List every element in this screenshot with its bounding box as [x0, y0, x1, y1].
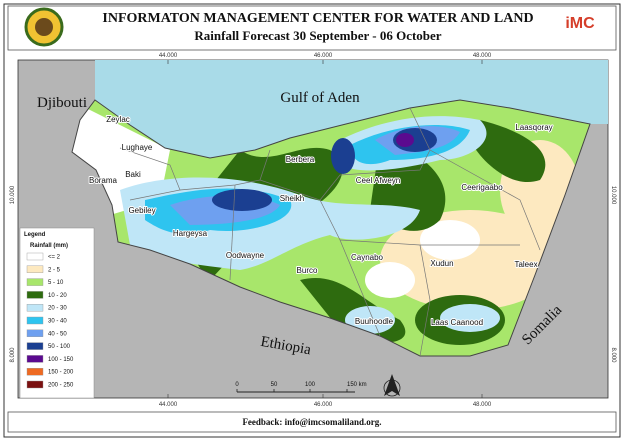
legend-label: 2 - 5: [48, 267, 61, 273]
sea: [95, 60, 608, 158]
header-subtitle: Rainfall Forecast 30 September - 06 Octo…: [194, 28, 441, 43]
place-label: Buuhoodle: [355, 317, 394, 326]
coord-bottom: 44.000: [159, 402, 178, 408]
coord-top: 44.000: [159, 53, 178, 59]
footer-text: Feedback: info@imcsomaliland.org.: [242, 417, 381, 427]
place-label: Hargeysa: [173, 229, 208, 238]
legend-title: Legend: [24, 232, 46, 238]
coord-right: 10.000: [610, 186, 616, 205]
coord-bottom: 46.000: [314, 402, 333, 408]
footer-box: [7, 411, 617, 433]
legend-label: 30 - 40: [48, 319, 67, 325]
header-title: INFORMATON MANAGEMENT CENTER FOR WATER A…: [102, 11, 533, 26]
legend-label: 40 - 50: [48, 331, 67, 337]
place-label: Ceerigaabo: [461, 183, 503, 192]
legend-swatch: [26, 355, 44, 363]
coord-left: 10.000: [10, 185, 16, 204]
legend-swatch: [26, 304, 44, 312]
logo-text: iMC: [565, 15, 595, 32]
left-emblem: [24, 7, 64, 47]
place-label: Burco: [297, 266, 318, 275]
legend-subtitle: Rainfall (mm): [30, 243, 68, 249]
scale-label: 0: [235, 382, 239, 388]
legend-swatch: [26, 368, 44, 376]
legend-swatch: [26, 329, 44, 337]
legend-label: 100 - 150: [48, 357, 74, 363]
legend-swatch: [26, 342, 44, 350]
place-label: Djibouti: [37, 95, 87, 111]
place-label: Zeylac: [106, 115, 130, 124]
legend-swatch: [26, 278, 44, 286]
place-label: Laas Caanood: [431, 318, 483, 327]
legend-label: 20 - 30: [48, 306, 67, 312]
coord-top: 48.000: [473, 53, 492, 59]
graticule: 44.000 44.000 46.000 46.000 48.000 48.000 10.0…: [10, 53, 616, 408]
legend-label: <= 2: [48, 255, 61, 261]
place-label: Gulf of Aden: [280, 90, 360, 106]
north-arrow: [383, 374, 401, 397]
place-label: Berbera: [286, 155, 315, 164]
place-label: Ceel Afweyn: [356, 176, 400, 185]
legend-swatch: [26, 252, 44, 261]
scale-bar: 0 50 100 150 km: [235, 382, 367, 393]
admin-boundaries: [119, 107, 541, 357]
place-label: Sheikh: [280, 194, 304, 203]
country-outline: [71, 99, 591, 357]
place-label: Gebiley: [128, 206, 155, 215]
place-label: Lughaye: [122, 143, 153, 152]
place-label: Laasqoray: [515, 123, 552, 132]
legend-swatch: [26, 265, 44, 273]
legend-label: 50 - 100: [48, 344, 71, 350]
scale-label: 100: [305, 382, 316, 388]
scale-label: 150 km: [347, 382, 367, 388]
coord-left: 8.000: [10, 347, 16, 363]
scale-label: 50: [271, 382, 278, 388]
legend-swatch: [26, 316, 44, 325]
header-box: [7, 5, 617, 51]
coord-bottom: 48.000: [473, 402, 492, 408]
place-label: Caynabo: [351, 253, 384, 262]
legend-swatch: [26, 380, 44, 389]
place-label: Baki: [125, 170, 141, 179]
legend-label: 5 - 10: [48, 280, 64, 286]
legend-swatch: [26, 291, 44, 299]
legend-items: <= 2 2 - 5 5 - 10 10 - 20 20 - 30 30 - 40 40 -…: [26, 252, 74, 389]
place-label: Borama: [89, 176, 118, 185]
place-label: Oodwayne: [226, 251, 265, 260]
legend-label: 150 - 200: [48, 370, 74, 376]
coord-top: 46.000: [314, 53, 333, 59]
place-label: Xudun: [430, 259, 453, 268]
coord-right: 8.000: [610, 347, 616, 363]
place-label: Taleex: [514, 260, 537, 269]
legend-label: 10 - 20: [48, 293, 67, 299]
legend-label: 200 - 250: [48, 383, 74, 389]
